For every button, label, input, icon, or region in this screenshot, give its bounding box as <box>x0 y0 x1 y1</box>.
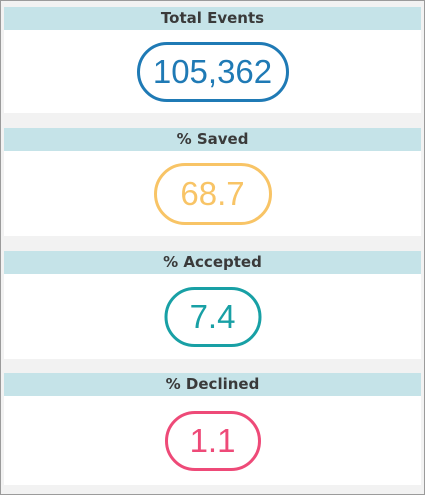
metric-value-pill: 105,362 <box>136 41 289 102</box>
metric-card-title: % Saved <box>4 128 421 151</box>
metric-card-declined: % Declined 1.1 <box>4 373 421 485</box>
metric-card-saved: % Saved 68.7 <box>4 128 421 236</box>
metric-card-body: 105,362 <box>4 30 421 113</box>
metric-value-pill: 1.1 <box>164 410 261 471</box>
metric-card-total-events: Total Events 105,362 <box>4 7 421 113</box>
metric-card-body: 7.4 <box>4 274 421 359</box>
metric-card-title: % Accepted <box>4 251 421 274</box>
metric-card-accepted: % Accepted 7.4 <box>4 251 421 359</box>
metric-card-title: % Declined <box>4 373 421 396</box>
metric-value-pill: 68.7 <box>153 162 272 225</box>
metric-card-body: 68.7 <box>4 151 421 236</box>
metric-card-title: Total Events <box>4 7 421 30</box>
metric-value-pill: 7.4 <box>164 286 261 347</box>
metric-card-body: 1.1 <box>4 396 421 485</box>
